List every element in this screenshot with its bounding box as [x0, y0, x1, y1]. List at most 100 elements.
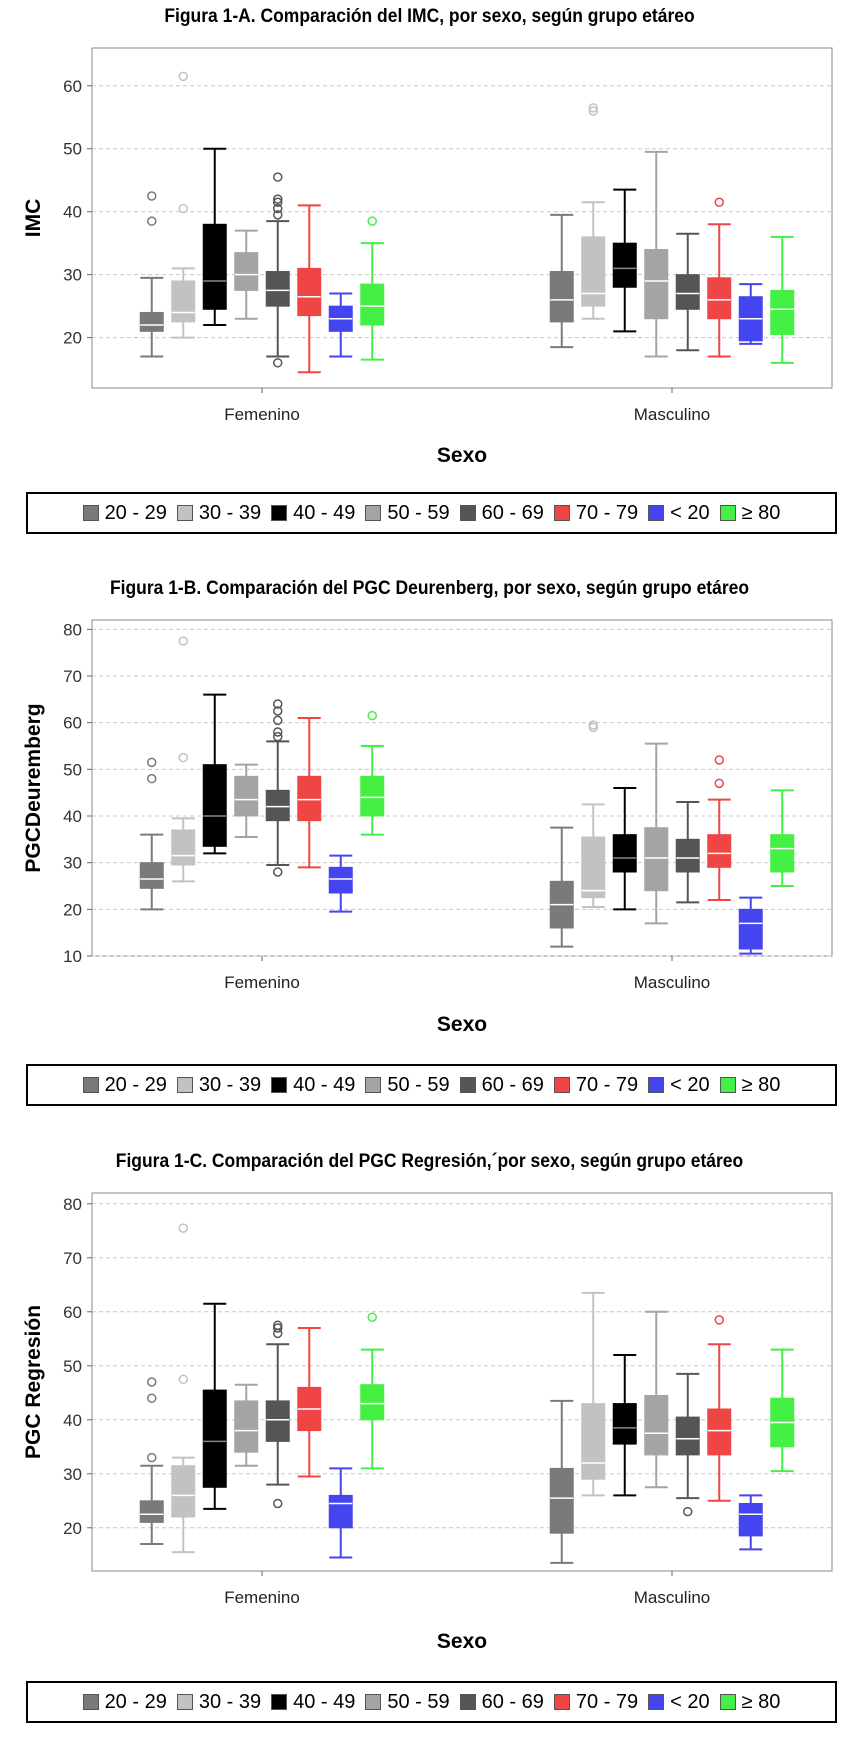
chart-panel-c: Figura 1-C. Comparación del PGC Regresió… [0, 1145, 859, 1735]
legend-item: 50 - 59 [365, 1691, 450, 1714]
outlier-point [273, 715, 283, 726]
outlier-point [273, 699, 283, 709]
legend-label: 70 - 79 [575, 1073, 639, 1096]
y-tick-label: 10 [63, 947, 82, 966]
legend-label: 30 - 39 [198, 501, 262, 524]
box-iqr [644, 827, 669, 892]
box-iqr [675, 274, 700, 310]
legend-swatch [82, 1077, 99, 1093]
legend-swatch [719, 1694, 736, 1710]
y-tick-label: 50 [63, 140, 82, 159]
box-20-femenino [328, 292, 353, 358]
y-tick-label: 20 [63, 1519, 82, 1538]
y-tick-label: 40 [63, 1411, 82, 1430]
box-20-femenino [328, 1467, 353, 1559]
box-80-masculino [770, 235, 795, 364]
box-iqr [139, 311, 164, 332]
outlier-point [273, 1498, 283, 1509]
box-iqr [675, 1416, 700, 1456]
legend-c: 20 - 29 30 - 39 40 - 49 50 - 59 60 - 69 … [26, 1681, 837, 1723]
box-20-masculino [738, 283, 763, 345]
chart-title: Figura 1-C. Comparación del PGC Regresió… [115, 1151, 744, 1172]
legend-label: 30 - 39 [198, 1073, 262, 1096]
legend-label: 40 - 49 [293, 1073, 356, 1096]
legend-item: 50 - 59 [365, 501, 450, 525]
outlier-point [588, 106, 598, 116]
box-3039-masculino [581, 103, 606, 320]
boxplot-chart-pgc-regresion: 20 30 40 50 60 70 80 Femenino Masculino Sexo PGC R… [22, 1192, 833, 1653]
outlier-point [714, 197, 724, 208]
legend-label: 60 - 69 [481, 1073, 544, 1096]
legend-label: < 20 [670, 1073, 710, 1096]
y-axis-title: PGCDeuremberg [22, 703, 45, 872]
legend-item: 40 - 49 [271, 502, 355, 525]
outlier-point [714, 778, 724, 789]
box-7079-femenino [297, 1327, 322, 1478]
legend-swatch [82, 1694, 99, 1710]
box-iqr [581, 1403, 606, 1480]
box-4049-femenino [202, 147, 227, 327]
box-iqr [360, 1384, 385, 1421]
box-iqr [171, 829, 196, 866]
legend-swatch [553, 1694, 570, 1710]
box-iqr [707, 1408, 732, 1456]
outlier-point [273, 203, 283, 214]
legend-item: ≥ 80 [719, 1691, 780, 1714]
outlier-point [588, 103, 598, 113]
box-4049-femenino [202, 1302, 227, 1510]
y-tick-label: 70 [63, 1249, 82, 1268]
legend-swatch [365, 505, 382, 521]
legend-label: 50 - 59 [387, 501, 450, 524]
outlier-point [273, 358, 283, 368]
legend-item: 40 - 49 [271, 1074, 355, 1097]
legend-label: 60 - 69 [481, 501, 544, 524]
legend-label: 20 - 29 [104, 501, 167, 524]
box-iqr [171, 1465, 196, 1518]
outlier-point [147, 1452, 157, 1463]
y-axis-title: PGC Regresión [22, 1305, 45, 1459]
box-iqr [360, 775, 385, 817]
box-iqr [202, 764, 227, 847]
box-iqr [612, 242, 637, 288]
legend-a: 20 - 29 30 - 39 40 - 49 50 - 59 60 - 69 … [26, 492, 837, 534]
box-80-masculino [770, 789, 795, 887]
box-80-masculino [770, 1348, 795, 1473]
legend-swatch [553, 505, 570, 521]
outlier-point [147, 773, 157, 784]
legend-swatch [719, 505, 736, 521]
x-category-label: Femenino [224, 1588, 300, 1607]
legend-item: 70 - 79 [553, 1073, 639, 1097]
box-6069-masculino [675, 232, 700, 352]
box-iqr [675, 838, 700, 873]
box-20-masculino [738, 896, 763, 955]
y-axis-title: IMC [22, 199, 45, 238]
box-iqr [139, 862, 164, 889]
x-category-label: Femenino [224, 973, 300, 992]
box-iqr [549, 271, 574, 323]
legend-item: ≥ 80 [719, 502, 780, 525]
box-6069-femenino [265, 699, 290, 877]
outlier-point [147, 1377, 157, 1387]
legend-label: 40 - 49 [293, 1690, 356, 1713]
box-3039-masculino [581, 720, 606, 908]
y-tick-label: 30 [63, 1465, 82, 1484]
box-80-femenino [360, 216, 385, 361]
legend-swatch [553, 1077, 570, 1093]
outlier-point [273, 1320, 283, 1331]
x-axis-title: Sexo [437, 1013, 487, 1036]
legend-label: 20 - 29 [104, 1073, 167, 1096]
outlier-point [178, 1374, 188, 1385]
box-iqr [265, 1400, 290, 1442]
legend-label: < 20 [670, 1690, 710, 1713]
box-80-femenino [360, 710, 385, 836]
outlier-point [367, 1312, 377, 1322]
box-iqr [328, 1494, 353, 1529]
y-tick-label: 50 [63, 1357, 82, 1376]
y-tick-label: 70 [63, 667, 82, 686]
legend-item: 20 - 29 [82, 1691, 167, 1714]
legend-label: 60 - 69 [481, 1690, 544, 1713]
box-iqr [234, 1400, 259, 1453]
legend-label: 70 - 79 [575, 501, 639, 524]
box-iqr [265, 789, 290, 822]
box-4049-masculino [612, 1354, 637, 1497]
